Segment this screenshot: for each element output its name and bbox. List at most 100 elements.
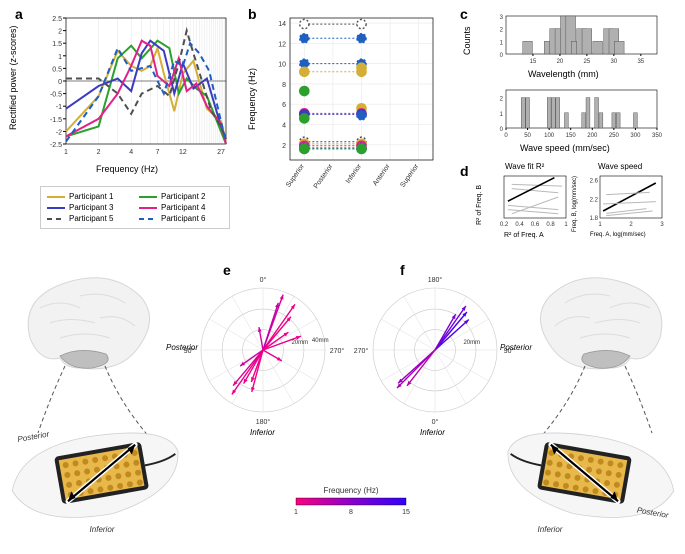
- svg-text:0.2: 0.2: [500, 222, 509, 228]
- frequency-colorbar: 1 8 15 Frequency (Hz): [286, 484, 416, 518]
- svg-text:10: 10: [278, 62, 286, 69]
- brain-left: [10, 268, 160, 388]
- panel-f-polar: 180°90°0°270°20mm: [355, 270, 515, 430]
- svg-text:270°: 270°: [354, 347, 369, 355]
- svg-text:200: 200: [587, 133, 598, 139]
- brain-right: [530, 268, 680, 388]
- svg-text:0: 0: [58, 79, 62, 86]
- svg-text:Frequency (Hz): Frequency (Hz): [323, 486, 378, 495]
- svg-text:2: 2: [58, 29, 62, 36]
- panel-a-label: a: [15, 6, 23, 22]
- panel-f-posterior-label: Posterior: [500, 343, 532, 352]
- panel-d-title-left: Wave fit R²: [505, 162, 544, 171]
- svg-text:-2: -2: [56, 129, 62, 136]
- svg-text:Superior: Superior: [285, 163, 306, 189]
- panel-d-left: 0.20.40.60.81: [490, 174, 568, 230]
- legend-item: Participant 2: [139, 192, 223, 201]
- svg-text:2.2: 2.2: [590, 197, 599, 203]
- svg-text:0: 0: [500, 127, 504, 133]
- svg-text:0.5: 0.5: [52, 66, 62, 73]
- panel-e-inferior-label: Inferior: [250, 428, 275, 437]
- panel-e-polar: 0°270°180°90°20mm40mm: [183, 270, 343, 430]
- svg-text:1: 1: [64, 149, 68, 156]
- svg-text:-2.5: -2.5: [50, 142, 62, 149]
- svg-text:2.6: 2.6: [590, 179, 599, 185]
- svg-text:Inferior: Inferior: [90, 525, 115, 534]
- legend-item: Participant 4: [139, 203, 223, 212]
- svg-text:Posterior: Posterior: [636, 506, 669, 520]
- svg-text:35: 35: [637, 59, 644, 65]
- svg-text:8: 8: [282, 82, 286, 89]
- svg-text:1: 1: [294, 509, 298, 516]
- svg-text:2: 2: [97, 149, 101, 156]
- panel-d-xlabel-left: R² of Freq. A: [504, 232, 544, 239]
- panel-c-bot-hist: 012050100150200250300350: [486, 88, 661, 142]
- svg-text:7: 7: [156, 149, 160, 156]
- svg-text:0.6: 0.6: [531, 222, 540, 228]
- svg-text:40mm: 40mm: [312, 338, 329, 344]
- panel-a-xlabel: Frequency (Hz): [96, 164, 158, 174]
- svg-text:2: 2: [282, 143, 286, 150]
- legend-item: Participant 3: [47, 203, 131, 212]
- legend-item: Participant 5: [47, 214, 131, 223]
- electrode-left: Posterior Inferior: [6, 406, 186, 546]
- svg-text:100: 100: [544, 133, 555, 139]
- svg-text:4: 4: [129, 149, 133, 156]
- legend-item: Participant 6: [139, 214, 223, 223]
- svg-text:12: 12: [278, 41, 286, 48]
- svg-text:350: 350: [652, 133, 663, 139]
- svg-text:20mm: 20mm: [463, 340, 480, 346]
- svg-text:14: 14: [278, 21, 286, 28]
- svg-text:4: 4: [282, 123, 286, 130]
- panel-d-ylabel-right: Freq. B, log(mm/sec): [572, 176, 578, 232]
- svg-text:6: 6: [282, 102, 286, 109]
- panel-c-label: c: [460, 6, 468, 22]
- svg-text:2: 2: [629, 222, 633, 228]
- svg-text:150: 150: [566, 133, 577, 139]
- svg-text:50: 50: [524, 133, 531, 139]
- svg-text:30: 30: [611, 59, 618, 65]
- svg-text:Posterior: Posterior: [313, 163, 335, 191]
- svg-text:270°: 270°: [330, 347, 345, 355]
- svg-text:180°: 180°: [256, 418, 271, 426]
- svg-text:1: 1: [58, 54, 62, 61]
- panel-a-ylabel: Rectified power (z-scores): [8, 25, 18, 130]
- panel-c-top-xlabel: Wavelength (mm): [528, 69, 599, 79]
- svg-text:2: 2: [500, 97, 504, 103]
- participant-legend: Participant 1 Participant 2 Participant 3 P…: [40, 186, 230, 229]
- svg-text:0°: 0°: [260, 276, 267, 284]
- panel-b-label: b: [248, 6, 257, 22]
- svg-text:300: 300: [630, 133, 641, 139]
- svg-text:15: 15: [402, 509, 410, 516]
- svg-text:0: 0: [504, 133, 508, 139]
- svg-text:-0.5: -0.5: [50, 92, 62, 99]
- panel-c-top-hist: 01231520253035: [486, 14, 661, 68]
- panel-b-chart: 2468101214SuperiorPosteriorInferiorAnter…: [272, 14, 437, 210]
- panel-d-right: 1231.82.22.6: [586, 174, 664, 230]
- svg-text:1: 1: [598, 222, 602, 228]
- svg-text:0.8: 0.8: [546, 222, 555, 228]
- svg-text:20mm: 20mm: [291, 340, 308, 346]
- svg-text:180°: 180°: [428, 276, 443, 284]
- svg-text:15: 15: [530, 59, 537, 65]
- svg-text:20: 20: [557, 59, 564, 65]
- svg-text:8: 8: [349, 509, 353, 516]
- svg-text:Posterior: Posterior: [17, 429, 50, 443]
- panel-c-top-ylabel: Counts: [462, 26, 472, 55]
- panel-d-ylabel-left: R² of Freq. B: [476, 185, 483, 225]
- electrode-right: Posterior Inferior: [500, 406, 680, 546]
- panel-a-chart: -2.5-2-1.5-1-0.500.511.522.512471227: [44, 14, 230, 162]
- panel-f-inferior-label: Inferior: [420, 428, 445, 437]
- svg-text:1.5: 1.5: [52, 41, 62, 48]
- svg-text:1: 1: [500, 112, 504, 118]
- svg-text:Anterior: Anterior: [372, 163, 392, 188]
- svg-text:1: 1: [500, 40, 504, 46]
- svg-text:2.5: 2.5: [52, 16, 62, 23]
- svg-text:1: 1: [564, 222, 568, 228]
- legend-item: Participant 1: [47, 192, 131, 201]
- svg-text:27: 27: [217, 149, 225, 156]
- svg-text:3: 3: [660, 222, 664, 228]
- svg-text:-1.5: -1.5: [50, 117, 62, 124]
- svg-text:Superior: Superior: [399, 163, 420, 189]
- svg-text:Inferior: Inferior: [538, 525, 563, 534]
